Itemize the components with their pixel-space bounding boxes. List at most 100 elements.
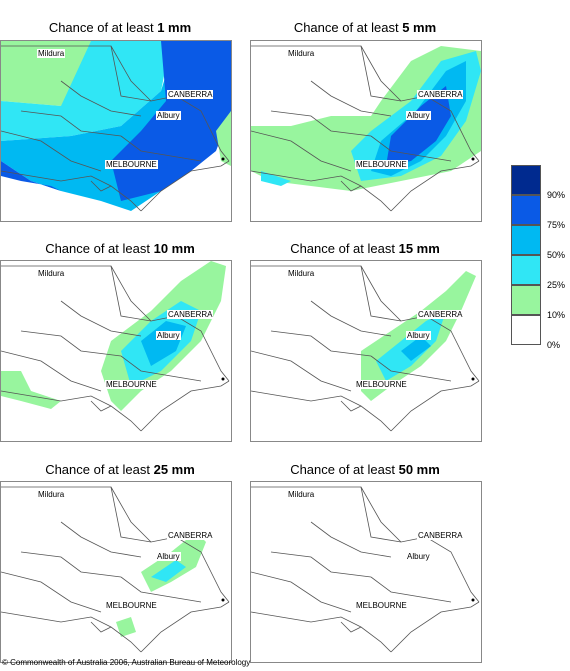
city-label-melbourne: MELBOURNE — [355, 601, 408, 610]
boundary-line — [310, 300, 392, 337]
panel-title-1mm: Chance of at least 1 mm — [48, 20, 192, 35]
legend-label-50: 50% — [547, 250, 566, 260]
panel-title-10mm: Chance of at least 10 mm — [45, 241, 195, 256]
city-label-albury: Albury — [156, 331, 181, 340]
boundary-line — [251, 265, 480, 382]
legend-label-10: 10% — [547, 310, 566, 320]
boundary-line — [110, 486, 152, 543]
city-label-mildura: Mildura — [287, 49, 316, 58]
legend-swatch-90 — [511, 165, 541, 195]
boundary-line — [90, 400, 112, 412]
boundary-line — [370, 576, 452, 603]
boundary-line — [251, 350, 352, 392]
map-panel-10mm: Mildura CANBERRA Albury MELBOURNE — [0, 260, 232, 442]
panel-title-50mm: Chance of at least 50 mm — [290, 462, 440, 477]
city-label-mildura: Mildura — [287, 490, 316, 499]
boundary-line — [251, 486, 480, 603]
panel-title-5mm: Chance of at least 5 mm — [293, 20, 437, 35]
boundary-line — [1, 611, 142, 653]
boundary-line — [60, 521, 142, 558]
legend-label-25: 25% — [547, 280, 566, 290]
panel-title-15mm: Chance of at least 15 mm — [290, 241, 440, 256]
city-label-albury: Albury — [406, 111, 431, 120]
boundary-line — [251, 130, 352, 172]
boundary-line — [251, 45, 480, 162]
legend-label-90: 90% — [547, 190, 566, 200]
boundary-line — [90, 621, 112, 633]
boundary-line — [20, 330, 122, 357]
boundary-line — [340, 180, 362, 192]
boundary-line — [360, 45, 402, 102]
city-label-melbourne: MELBOURNE — [355, 160, 408, 169]
legend-swatch-75 — [511, 195, 541, 225]
city-label-mildura: Mildura — [37, 269, 66, 278]
boundary-line — [390, 601, 480, 653]
rain-probability-map — [1, 486, 230, 653]
boundary-line — [140, 601, 230, 653]
boundary-line — [60, 80, 142, 117]
city-label-mildura: Mildura — [287, 269, 316, 278]
boundary-line — [90, 180, 112, 192]
boundary-line — [20, 110, 122, 137]
city-label-melbourne: MELBOURNE — [355, 380, 408, 389]
boundary-line — [1, 130, 102, 172]
map-panel-50mm: Mildura CANBERRA Albury MELBOURNE — [250, 481, 482, 663]
boundary-line — [120, 355, 202, 382]
legend-label-0: 0% — [547, 340, 561, 350]
city-label-canberra: CANBERRA — [417, 310, 464, 319]
city-label-albury: Albury — [156, 111, 181, 120]
city-label-mildura: Mildura — [37, 49, 66, 58]
boundary-line — [270, 110, 372, 137]
boundary-line — [1, 45, 230, 162]
city-label-albury: Albury — [406, 331, 431, 340]
boundary-line — [1, 170, 142, 212]
rain-probability-map — [251, 265, 480, 432]
boundary-line — [1, 350, 102, 392]
boundary-line — [120, 135, 202, 162]
boundary-line — [140, 380, 230, 432]
boundary-line — [1, 571, 102, 613]
boundary-line — [370, 355, 452, 382]
legend-swatch-50 — [511, 225, 541, 255]
city-label-melbourne: MELBOURNE — [105, 601, 158, 610]
boundary-line — [270, 330, 372, 357]
map-panel-15mm: Mildura CANBERRA Albury MELBOURNE — [250, 260, 482, 442]
boundary-line — [310, 80, 392, 117]
boundary-line — [140, 160, 230, 212]
boundary-line — [310, 521, 392, 558]
town-marker — [471, 598, 475, 602]
probability-legend: 90% 75% 50% 25% 10% 0% — [511, 165, 565, 350]
rain-probability-map — [251, 45, 481, 212]
boundary-line — [110, 265, 152, 322]
boundary-line — [390, 160, 480, 212]
boundary-line — [390, 380, 480, 432]
map-panel-1mm: Mildura CANBERRA Albury MELBOURNE — [0, 40, 232, 222]
town-marker — [471, 157, 475, 161]
boundary-line — [251, 611, 392, 653]
town-marker — [221, 157, 225, 161]
city-label-canberra: CANBERRA — [167, 90, 214, 99]
boundary-line — [60, 300, 142, 337]
boundary-line — [340, 621, 362, 633]
boundary-line — [251, 170, 392, 212]
map-panel-5mm: Mildura CANBERRA Albury MELBOURNE — [250, 40, 482, 222]
city-label-melbourne: MELBOURNE — [105, 380, 158, 389]
town-marker — [221, 598, 225, 602]
legend-swatch-10 — [511, 285, 541, 315]
city-label-melbourne: MELBOURNE — [105, 160, 158, 169]
copyright-notice: © Commonwealth of Australia 2006, Austra… — [2, 658, 251, 667]
legend-label-75: 75% — [547, 220, 566, 230]
city-label-canberra: CANBERRA — [417, 90, 464, 99]
boundary-line — [370, 135, 452, 162]
rain-probability-map — [251, 486, 480, 653]
boundary-line — [110, 45, 152, 102]
town-marker — [221, 377, 225, 381]
map-panel-25mm: Mildura CANBERRA Albury MELBOURNE — [0, 481, 232, 663]
boundary-line — [1, 265, 230, 382]
legend-swatch-25 — [511, 255, 541, 285]
city-label-albury: Albury — [406, 552, 431, 561]
boundary-line — [270, 551, 372, 578]
boundary-line — [340, 400, 362, 412]
boundary-line — [1, 486, 230, 603]
town-marker — [471, 377, 475, 381]
